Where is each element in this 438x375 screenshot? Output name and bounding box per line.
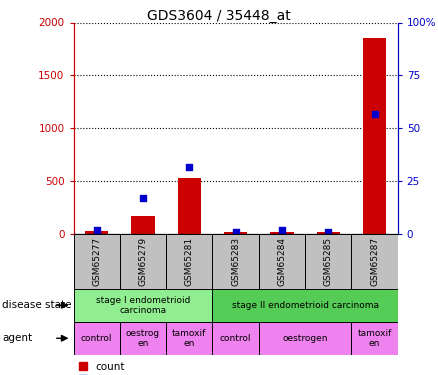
FancyBboxPatch shape [212,322,259,355]
Text: GSM65283: GSM65283 [231,237,240,286]
FancyBboxPatch shape [259,234,305,289]
Text: control: control [81,334,113,343]
FancyBboxPatch shape [212,234,259,289]
FancyBboxPatch shape [120,234,166,289]
Point [93,227,100,233]
FancyBboxPatch shape [120,322,166,355]
Text: tamoxif
en: tamoxif en [172,328,207,348]
Text: GDS3604 / 35448_at: GDS3604 / 35448_at [147,9,291,23]
Text: tamoxif
en: tamoxif en [357,328,392,348]
Text: control: control [220,334,251,343]
Text: disease state: disease state [2,300,72,310]
Bar [270,232,293,234]
Text: oestrog
en: oestrog en [126,328,160,348]
Text: GSM65277: GSM65277 [92,237,101,286]
Point [140,195,147,201]
Text: oestrogen: oestrogen [283,334,328,343]
Text: GSM65281: GSM65281 [185,237,194,286]
Bar [363,38,386,234]
FancyBboxPatch shape [212,289,398,322]
Point [232,229,239,235]
FancyBboxPatch shape [166,322,212,355]
Text: GSM65285: GSM65285 [324,237,333,286]
Point [186,164,193,170]
Bar [317,232,340,234]
Text: agent: agent [2,333,32,343]
Bar [178,178,201,234]
Bar [224,232,247,234]
Text: GSM65279: GSM65279 [138,237,148,286]
Bar [85,231,108,234]
FancyBboxPatch shape [351,234,398,289]
Point [371,111,378,117]
Point [325,229,332,235]
Legend: count, percentile rank within the sample: count, percentile rank within the sample [79,362,271,375]
FancyBboxPatch shape [74,289,212,322]
Text: GSM65287: GSM65287 [370,237,379,286]
Text: stage II endometrioid carcinoma: stage II endometrioid carcinoma [232,301,378,310]
FancyBboxPatch shape [351,322,398,355]
FancyBboxPatch shape [166,234,212,289]
FancyBboxPatch shape [259,322,351,355]
FancyBboxPatch shape [74,234,120,289]
Text: GSM65284: GSM65284 [277,237,286,286]
FancyBboxPatch shape [305,234,351,289]
Point [279,227,286,233]
Bar [131,216,155,234]
FancyBboxPatch shape [74,322,120,355]
Text: stage I endometrioid
carcinoma: stage I endometrioid carcinoma [96,296,190,315]
